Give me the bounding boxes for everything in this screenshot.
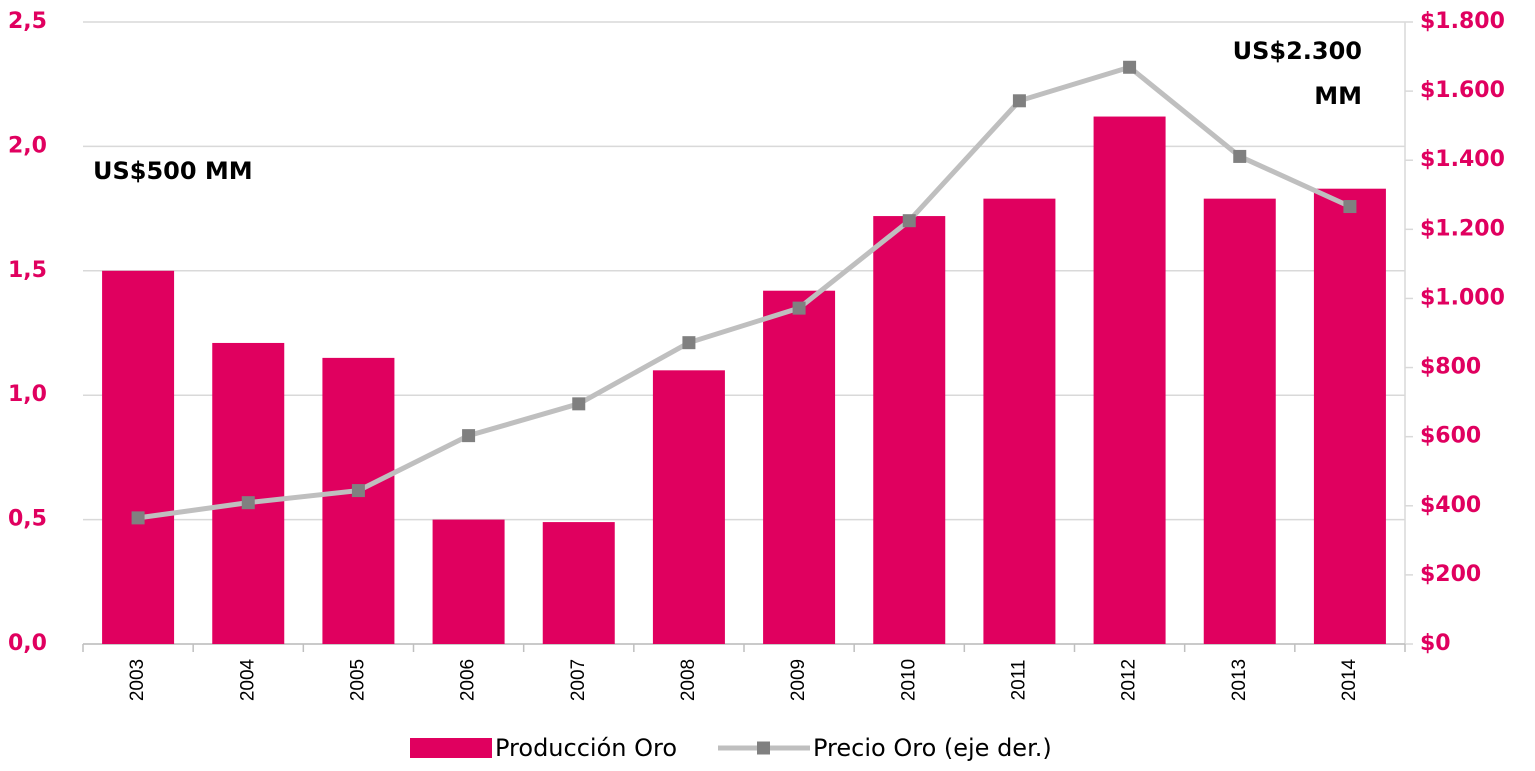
y2-tick-label: $0 bbox=[1420, 631, 1451, 656]
x-tick-label: 2011 bbox=[1008, 660, 1029, 701]
legend-swatch bbox=[410, 738, 492, 758]
y-tick-label: 1,5 bbox=[8, 258, 47, 283]
y2-tick-label: $1.800 bbox=[1420, 9, 1505, 34]
bar bbox=[652, 370, 725, 644]
price-marker bbox=[572, 397, 586, 411]
x-tick-label: 2014 bbox=[1339, 658, 1360, 701]
x-tick-label: 2004 bbox=[237, 658, 258, 701]
bar bbox=[1093, 116, 1166, 644]
annotation: US$500 MM bbox=[93, 157, 253, 185]
bar bbox=[763, 290, 836, 644]
y2-tick-label: $400 bbox=[1420, 493, 1481, 518]
y2-tick-label: $1.000 bbox=[1420, 285, 1505, 310]
x-tick-label: 2005 bbox=[347, 659, 368, 701]
legend-label: Precio Oro (eje der.) bbox=[813, 734, 1052, 762]
x-tick-label: 2013 bbox=[1229, 659, 1250, 701]
x-tick-label: 2009 bbox=[788, 659, 809, 701]
x-tick-label: 2008 bbox=[678, 659, 699, 701]
price-marker bbox=[1012, 94, 1026, 108]
y2-tick-label: $200 bbox=[1420, 562, 1481, 587]
y-tick-label: 2,5 bbox=[8, 9, 47, 34]
price-marker bbox=[1343, 200, 1357, 214]
y2-tick-label: $1.400 bbox=[1420, 147, 1505, 172]
bar bbox=[542, 522, 615, 644]
bar bbox=[102, 270, 175, 644]
bar bbox=[212, 342, 285, 644]
legend-label: Producción Oro bbox=[495, 734, 677, 762]
price-line bbox=[137, 64, 1351, 521]
y-tick-label: 0,5 bbox=[8, 507, 47, 532]
bar bbox=[432, 519, 505, 644]
price-marker bbox=[902, 214, 916, 228]
y-tick-label: 1,0 bbox=[8, 382, 47, 407]
price-marker bbox=[351, 484, 365, 498]
price-marker bbox=[682, 336, 696, 350]
y-tick-label: 2,0 bbox=[8, 133, 47, 158]
price-marker bbox=[792, 301, 806, 315]
bar bbox=[983, 198, 1056, 644]
y2-tick-label: $800 bbox=[1420, 355, 1481, 380]
price-marker bbox=[1233, 149, 1247, 163]
annotation: US$2.300 bbox=[1233, 37, 1362, 65]
y2-tick-label: $1.200 bbox=[1420, 216, 1505, 241]
price-marker bbox=[1123, 60, 1137, 74]
bar bbox=[873, 216, 946, 644]
legend-swatch bbox=[757, 741, 770, 755]
x-tick-label: 2003 bbox=[127, 659, 148, 701]
price-marker bbox=[241, 496, 255, 510]
bar bbox=[1313, 188, 1386, 645]
annotation: MM bbox=[1314, 82, 1362, 110]
x-tick-label: 2007 bbox=[568, 659, 589, 701]
price-marker bbox=[131, 511, 145, 525]
y2-tick-label: $1.600 bbox=[1420, 78, 1505, 103]
price-marker bbox=[462, 429, 476, 443]
x-tick-label: 2006 bbox=[458, 659, 479, 701]
y-tick-label: 0,0 bbox=[8, 631, 47, 656]
x-tick-label: 2010 bbox=[898, 659, 919, 701]
bar bbox=[322, 357, 395, 644]
bar bbox=[1203, 198, 1276, 644]
x-tick-label: 2012 bbox=[1119, 659, 1140, 701]
y2-tick-label: $600 bbox=[1420, 424, 1481, 449]
